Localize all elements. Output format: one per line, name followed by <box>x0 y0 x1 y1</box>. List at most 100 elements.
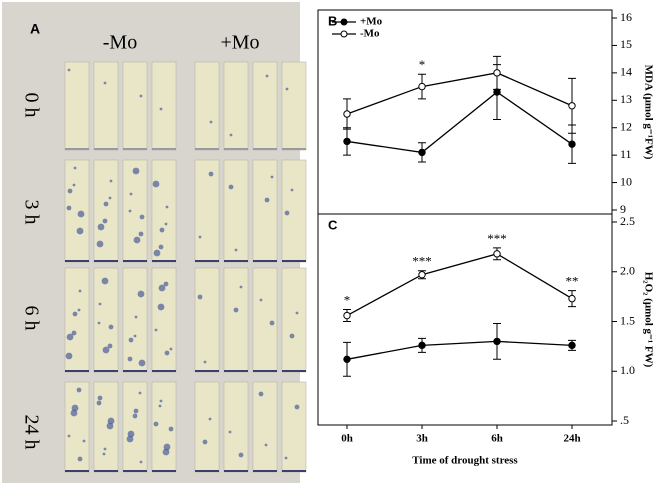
x-tick-label: 6h <box>491 433 503 445</box>
stain-spot <box>163 443 171 451</box>
stain-spot <box>107 417 115 425</box>
stain-spot <box>209 120 213 124</box>
y-tick-label: 11 <box>620 147 632 161</box>
leaf-strip <box>281 61 307 151</box>
stain-spot <box>73 166 77 170</box>
stain-spot <box>159 107 163 111</box>
series-line <box>346 91 573 154</box>
leaf-strip <box>122 267 148 373</box>
data-point <box>418 271 426 279</box>
stain-spot <box>168 426 174 432</box>
stain-spot <box>71 404 79 412</box>
y-tick-label: 12 <box>620 119 632 133</box>
leaf-strip <box>223 381 249 473</box>
leaf-strip <box>64 381 90 473</box>
x-axis-label: Time of drought stress <box>412 455 518 467</box>
stain-spot <box>132 167 140 175</box>
leaf-strip <box>122 381 148 473</box>
row-label: 3 h <box>20 200 42 225</box>
stain-spot <box>294 404 300 410</box>
stain-spot <box>203 360 207 364</box>
stain-spot <box>103 201 109 207</box>
stain-spot <box>66 333 74 341</box>
stain-spot <box>66 205 72 211</box>
stain-spot <box>159 227 165 233</box>
stain-spot <box>97 223 105 231</box>
stain-spot <box>264 197 270 203</box>
leaf-strip <box>64 61 90 151</box>
y-axis-label: H₂O₂ (μmol g⁻¹ FW) <box>642 272 654 368</box>
panel-label: B <box>328 13 337 28</box>
series-line <box>346 340 573 360</box>
leaf-strip <box>281 159 307 263</box>
stain-spot <box>269 320 275 326</box>
data-point <box>343 110 351 118</box>
column-label: -Mo <box>103 32 137 54</box>
leaf-strip <box>93 61 119 151</box>
row-label: 6 h <box>20 306 42 331</box>
y-tick-label: 14 <box>620 65 632 79</box>
stain-spot <box>290 188 294 192</box>
y-tick-label: 1.5 <box>620 313 635 327</box>
stain-spot <box>137 290 145 298</box>
plot-frame <box>317 9 613 215</box>
stain-spot <box>159 399 163 403</box>
data-point <box>343 355 351 364</box>
plot-frame <box>317 213 613 426</box>
leaf-strip <box>64 159 90 263</box>
stain-spot <box>284 456 288 460</box>
y-tick-label: 15 <box>620 37 632 51</box>
stain-spot <box>153 421 159 427</box>
stain-spot <box>98 302 102 306</box>
stain-spot <box>133 408 139 414</box>
stain-spot <box>169 347 173 351</box>
stain-spot <box>197 294 203 300</box>
legend-marker <box>340 18 348 26</box>
data-point <box>493 88 501 96</box>
stain-spot <box>208 171 214 177</box>
leaf-strip <box>122 61 148 151</box>
leaf-strip <box>194 61 220 151</box>
stain-spot <box>67 434 71 438</box>
stain-spot <box>102 346 110 354</box>
stain-spot <box>259 298 263 302</box>
stain-spot <box>101 277 109 285</box>
leaf-strip <box>151 381 177 473</box>
data-point <box>568 341 576 350</box>
leaf-strip <box>194 267 220 373</box>
stain-spot <box>133 236 141 244</box>
stain-spot <box>233 307 239 313</box>
stain-spot <box>128 337 134 343</box>
stain-spot <box>138 391 142 395</box>
leaf-strip <box>93 267 119 373</box>
significance-label: * <box>344 293 351 308</box>
leaf-strip <box>194 381 220 473</box>
stain-spot <box>132 413 138 419</box>
series-line <box>346 72 573 115</box>
stain-spot <box>96 400 102 406</box>
y-tick-label: 16 <box>620 10 632 24</box>
stain-spot <box>239 285 243 289</box>
stain-spot <box>295 311 299 315</box>
stain-spot <box>158 244 164 250</box>
y-tick-label: 10 <box>620 174 632 188</box>
stain-spot <box>158 284 166 292</box>
stain-spot <box>108 196 112 200</box>
row-label: 0 h <box>20 93 42 118</box>
stain-spot <box>72 183 76 187</box>
leaf-strip <box>93 159 119 263</box>
leaf-strip <box>93 381 119 473</box>
stain-spot <box>264 443 268 447</box>
stain-spot <box>67 188 73 194</box>
leaf-strip <box>194 159 220 263</box>
stain-spot <box>77 210 85 218</box>
legend-label: -Mo <box>360 28 380 40</box>
stain-spot <box>138 231 144 237</box>
leaf-strip <box>281 267 307 373</box>
significance-label: *** <box>412 254 432 269</box>
stain-spot <box>129 192 133 196</box>
y-tick-label: 1.0 <box>620 363 635 377</box>
series-line <box>346 253 573 317</box>
stain-spot <box>202 439 208 445</box>
